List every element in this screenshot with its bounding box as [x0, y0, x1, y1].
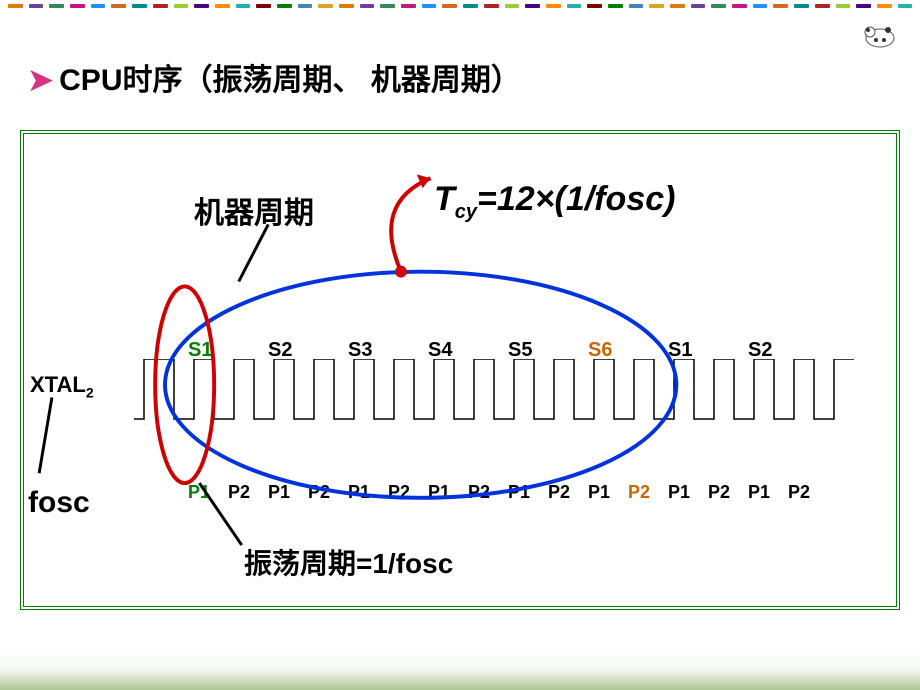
page-title: ➤CPU时序（振荡周期、 机器周期）: [28, 55, 521, 99]
title-text: CPU时序（振荡周期、 机器周期）: [59, 64, 521, 97]
bottom-gradient: [0, 650, 920, 690]
overlay-shapes: [24, 134, 896, 606]
figure-frame: 机器周期 Tcy=12×(1/fosc) XTAL2 fosc 振荡周期=1/f…: [20, 130, 900, 610]
bullet-arrow: ➤: [28, 64, 53, 97]
dog-icon: [860, 20, 900, 50]
top-dash-row: [8, 4, 912, 8]
